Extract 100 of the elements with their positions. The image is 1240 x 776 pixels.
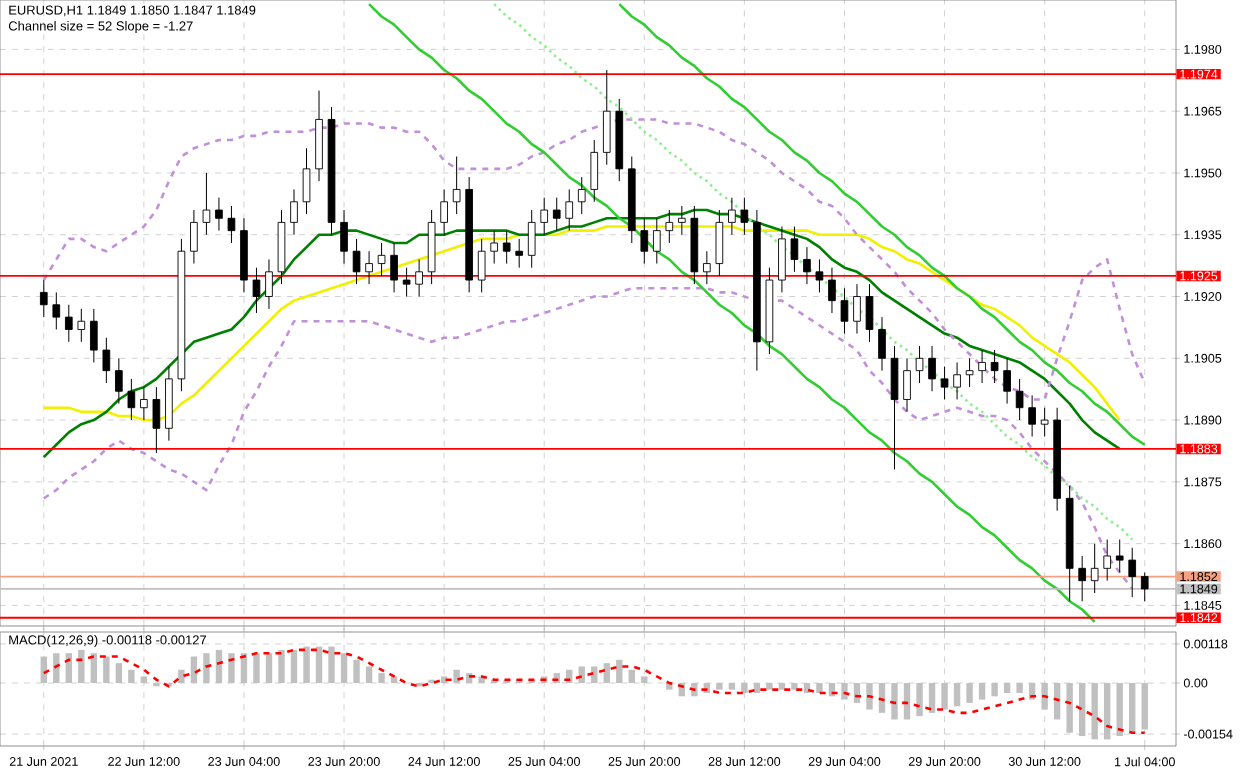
line-series [367,2,1096,624]
bar [53,653,60,684]
candlestick [728,197,736,236]
candlestick [1003,357,1011,405]
bar [941,683,948,710]
candlestick [402,267,411,298]
candlestick [365,250,373,285]
candlestick [127,378,136,421]
candlestick [252,267,261,314]
bar [78,649,85,684]
candlestick [152,386,161,454]
candlestick [77,308,86,343]
candlestick [778,226,786,293]
candlestick [1128,547,1137,598]
candlestick [678,205,686,236]
candlestick [390,242,398,293]
bar [440,676,448,684]
candlestick [853,283,861,335]
candlestick [552,197,561,232]
bar [278,649,285,684]
bar [716,683,723,690]
bar [340,653,348,684]
bar [378,673,385,684]
candlestick [115,357,123,405]
candlestick [965,357,974,388]
bar [1016,683,1023,693]
bar [603,663,610,684]
candlestick [477,238,486,293]
candlestick [352,238,361,285]
bar [1041,683,1048,710]
candlestick [540,197,549,236]
bar [928,683,936,713]
candlestick [290,188,298,236]
candlestick [415,258,423,298]
bar [753,683,761,693]
candlestick [340,209,348,265]
candlestick [1090,543,1099,594]
bar [591,666,598,684]
bar [365,666,373,684]
candlestick [915,345,924,384]
candlestick [452,155,461,215]
candlestick [602,69,611,166]
candlestick [577,176,586,215]
candlestick [665,209,674,244]
candlestick [703,250,711,285]
candlestick [39,279,48,318]
candlestick [90,308,98,363]
candlestick [52,291,61,330]
bar [353,659,360,684]
candlestick [640,217,649,265]
bar [128,669,135,684]
candlestick [515,238,524,269]
candlestick [803,246,811,285]
bar [841,683,848,700]
bar [616,659,623,684]
candlestick [903,357,911,413]
candlestick [440,188,448,236]
bar [203,653,210,684]
candlestick [953,361,961,400]
candlestick [828,267,836,314]
candlestick [1078,555,1086,602]
bar [778,683,786,690]
candlestick [102,337,111,384]
candlestick [1103,539,1112,582]
candlestick [815,258,824,293]
candlestick [940,366,949,400]
candlestick [527,209,536,269]
line-series [492,2,1134,541]
bar [140,676,148,684]
candlestick [377,242,386,277]
candlestick [1115,539,1124,573]
candlestick [865,283,874,343]
bar [103,656,110,684]
bar [253,653,260,684]
candlestick [590,139,599,203]
bar [766,683,773,690]
candlestick [202,172,211,236]
bar [453,669,460,684]
candlestick [490,230,498,265]
candlestick [1140,571,1149,602]
candlestick [928,345,936,392]
bar [953,683,961,707]
bar [228,653,235,684]
candlestick [140,386,148,421]
candlestick [652,217,661,265]
candlestick [265,258,273,310]
bar [966,683,973,703]
candlestick [878,316,886,372]
bar [916,683,923,717]
candlestick [227,205,236,244]
candlestick [790,226,799,273]
bar [991,683,998,697]
bar [641,676,648,684]
bar [741,683,748,693]
bar [628,669,635,684]
bar [891,683,898,720]
candlestick [215,197,223,232]
candlestick [840,287,849,335]
candlestick [715,209,724,277]
candlestick [890,345,899,470]
